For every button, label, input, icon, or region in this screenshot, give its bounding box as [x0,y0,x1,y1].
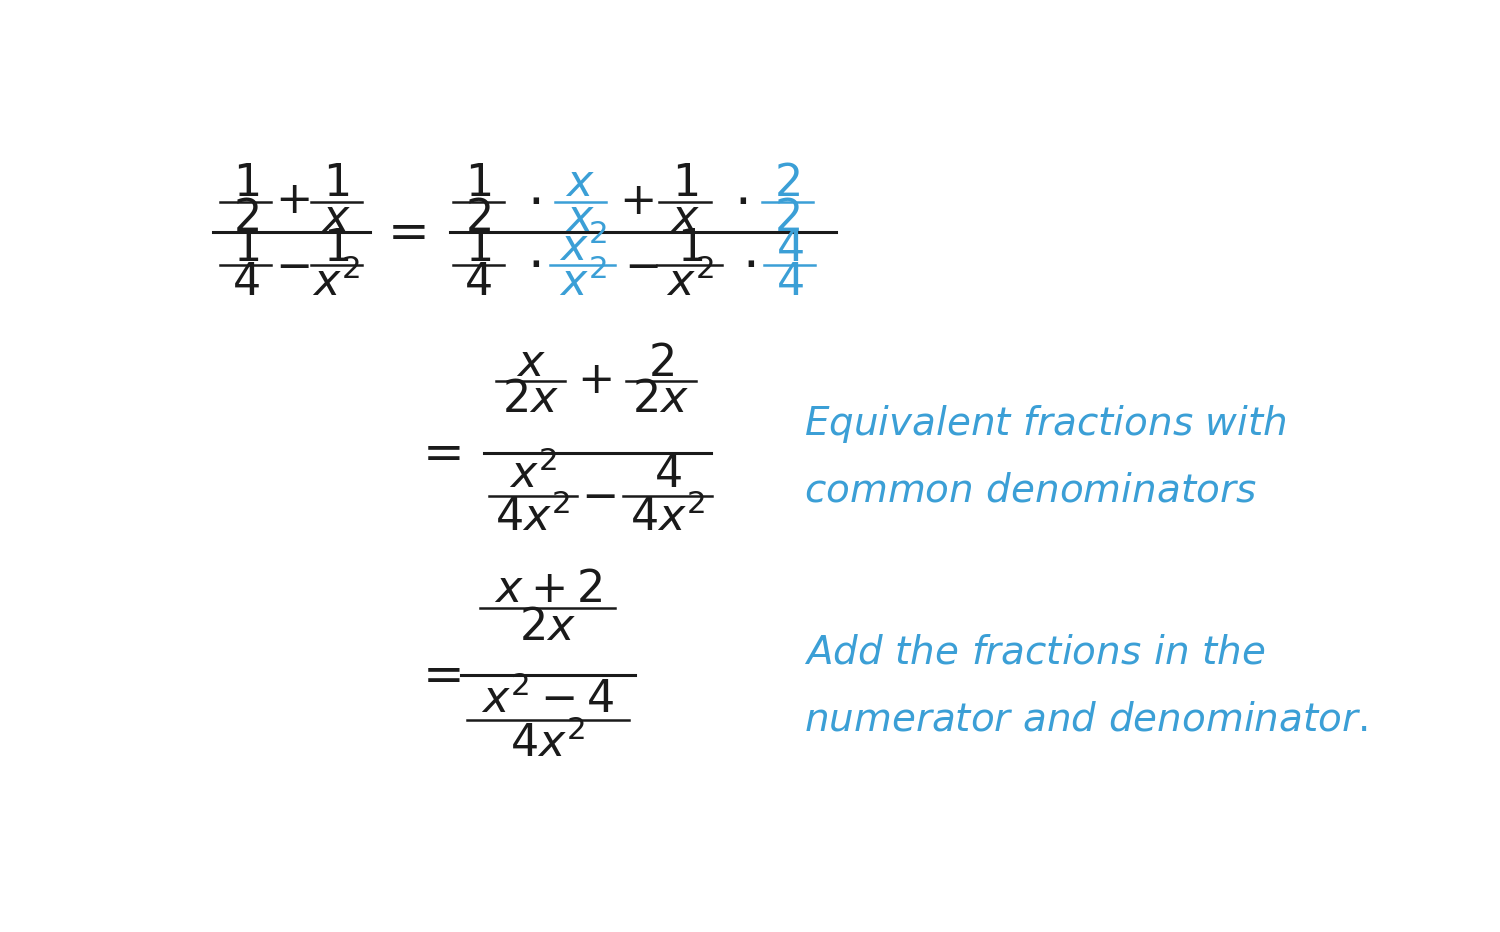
Text: $2x$: $2x$ [519,607,576,650]
Text: $=$: $=$ [378,209,426,256]
Text: $\mathit{common\ denominators}$: $\mathit{common\ denominators}$ [804,472,1256,510]
Text: $2x$: $2x$ [503,378,560,421]
Text: $2$: $2$ [774,162,801,205]
Text: $4$: $4$ [231,261,260,304]
Text: $=$: $=$ [414,429,462,477]
Text: $\mathit{Equivalent\ fractions\ with}$: $\mathit{Equivalent\ fractions\ with}$ [804,403,1287,445]
Text: $=$: $=$ [414,651,462,699]
Text: $x+2$: $x+2$ [494,568,602,610]
Text: $x^{2}$: $x^{2}$ [666,260,714,305]
Text: $1$: $1$ [322,162,350,205]
Text: $x$: $x$ [566,162,596,205]
Text: $1$: $1$ [232,162,258,205]
Text: $2$: $2$ [774,197,801,240]
Text: $-$: $-$ [624,244,658,287]
Text: $\mathit{Add\ the\ fractions\ in\ the}$: $\mathit{Add\ the\ fractions\ in\ the}$ [804,633,1264,671]
Text: $4x^{2}$: $4x^{2}$ [510,721,585,766]
Text: $1$: $1$ [676,226,703,269]
Text: $1$: $1$ [322,226,350,269]
Text: $\cdot$: $\cdot$ [742,240,756,292]
Text: $1$: $1$ [465,162,490,205]
Text: $+$: $+$ [274,179,309,223]
Text: $4$: $4$ [654,453,681,496]
Text: $x^{2}$: $x^{2}$ [558,226,608,270]
Text: $-$: $-$ [580,474,615,517]
Text: $4$: $4$ [776,261,804,304]
Text: $\cdot$: $\cdot$ [528,240,540,292]
Text: $+$: $+$ [620,180,654,223]
Text: $2x$: $2x$ [632,378,688,421]
Text: $\mathit{numerator\ and\ denominator.}$: $\mathit{numerator\ and\ denominator.}$ [804,701,1366,739]
Text: $\cdot$: $\cdot$ [735,175,747,227]
Text: $x^{2}-4$: $x^{2}-4$ [482,678,615,722]
Text: $1$: $1$ [672,162,698,205]
Text: $+$: $+$ [578,360,612,403]
Text: $4x^{2}$: $4x^{2}$ [630,495,705,540]
Text: $-$: $-$ [274,244,309,287]
Text: $x^{2}$: $x^{2}$ [312,260,360,305]
Text: $4$: $4$ [465,261,492,304]
Text: $2$: $2$ [232,197,258,240]
Text: $2$: $2$ [465,197,490,240]
Text: $x^{2}$: $x^{2}$ [509,452,556,497]
Text: $2$: $2$ [648,341,674,385]
Text: $\cdot$: $\cdot$ [528,175,540,227]
Text: $1$: $1$ [232,226,258,269]
Text: $x^{2}$: $x^{2}$ [558,260,608,305]
Text: $4$: $4$ [776,226,804,269]
Text: $x$: $x$ [516,341,546,385]
Text: $4x^{2}$: $4x^{2}$ [495,495,570,540]
Text: $x$: $x$ [566,197,596,240]
Text: $1$: $1$ [465,226,490,269]
Text: $x$: $x$ [321,197,351,240]
Text: $x$: $x$ [670,197,700,240]
